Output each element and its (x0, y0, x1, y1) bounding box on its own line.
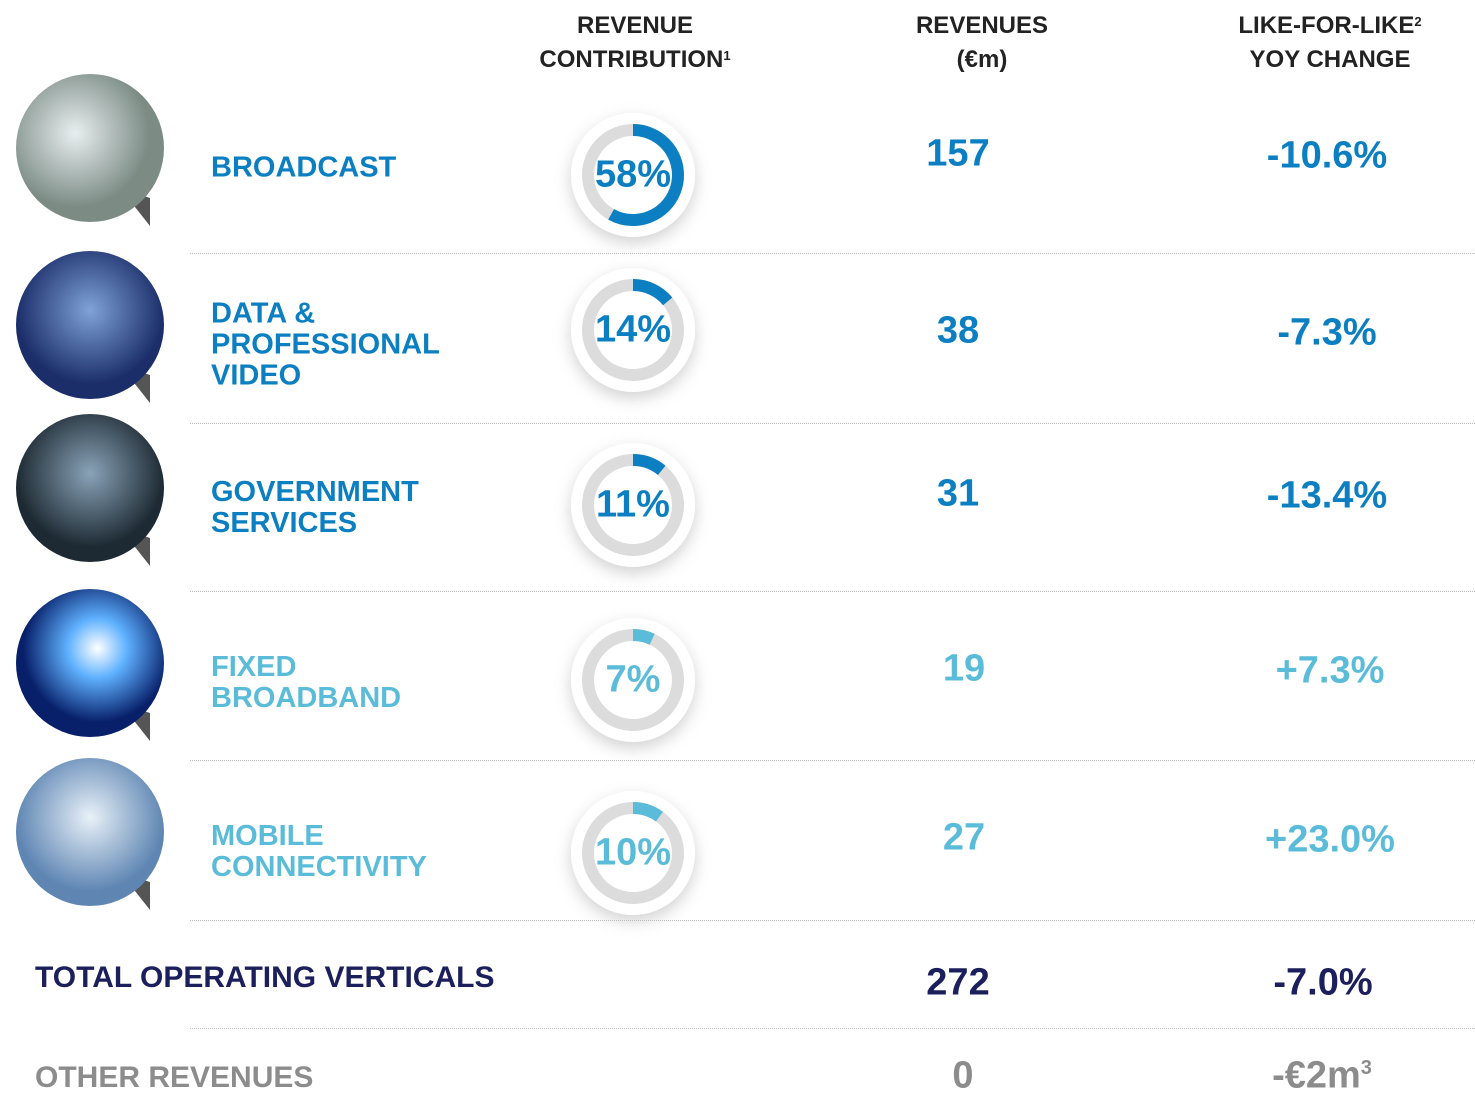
separator (190, 760, 1475, 761)
header-line: YOY CHANGE (1238, 43, 1421, 77)
photo (16, 414, 164, 562)
name-line: BROADCAST (211, 151, 397, 184)
separator (190, 253, 1475, 254)
yoy-change: +7.3% (1275, 649, 1385, 692)
photo (16, 251, 164, 399)
vertical-name: BROADCAST (211, 151, 397, 184)
contribution-label: 58% (594, 153, 672, 196)
photo (16, 74, 164, 222)
vertical-name: FIXED BROADBAND (211, 652, 401, 714)
revenue: 38 (936, 309, 980, 352)
total-change: -7.0% (1273, 961, 1373, 1004)
name-line: BROADBAND (211, 682, 402, 714)
separator (190, 591, 1475, 592)
donut-arc (582, 279, 684, 381)
separator (190, 423, 1475, 424)
separator (190, 1028, 1475, 1029)
separator (190, 920, 1475, 921)
revenue: 27 (942, 816, 986, 859)
contribution-label: 14% (594, 308, 672, 351)
vertical-name: GOVERNMENT SERVICES (211, 477, 419, 539)
yoy-change: +23.0% (1265, 818, 1395, 861)
vertical-name: MOBILE CONNECTIVITY (211, 821, 427, 883)
vertical-name: DATA & PROFESSIONAL VIDEO (211, 297, 440, 392)
yoy-change: -13.4% (1266, 474, 1388, 517)
header-line: LIKE-FOR-LIKE2 (1238, 9, 1421, 43)
photo (16, 758, 164, 906)
header-line: (€m) (916, 43, 1048, 77)
header-text: CONTRIBUTION (539, 46, 724, 73)
other-change: -€2m3 (1272, 1055, 1372, 1095)
header-line: REVENUE (539, 9, 730, 43)
name-line: CONNECTIVITY (211, 851, 427, 883)
name-line: PROFESSIONAL (211, 328, 440, 361)
other-name: OTHER REVENUES (35, 1061, 314, 1094)
donut-arc (582, 629, 684, 731)
footnote-mark: 2 (1414, 14, 1422, 29)
total-name: TOTAL OPERATING VERTICALS (35, 961, 495, 994)
name-line: MOBILE (211, 820, 324, 852)
revenue: 31 (936, 472, 980, 515)
header-text: YOY CHANGE (1249, 46, 1411, 73)
name-line: SERVICES (211, 507, 358, 539)
name-line: VIDEO (211, 359, 302, 392)
name-line: DATA & (211, 297, 316, 330)
yoy-change: -7.3% (1277, 311, 1377, 354)
yoy-change: -10.6% (1266, 134, 1388, 177)
header-line: CONTRIBUTION1 (539, 43, 730, 77)
footnote-mark: 3 (1360, 1056, 1372, 1079)
donut-arc (582, 454, 684, 556)
header-text: REVENUES (915, 12, 1049, 39)
footnote-mark: 1 (723, 48, 731, 63)
contribution-label: 11% (596, 483, 670, 526)
header-text: REVENUE (576, 12, 694, 39)
other-change-text: -€2m (1272, 1054, 1361, 1095)
name-line: FIXED (211, 651, 297, 683)
revenue: 19 (942, 647, 986, 690)
revenue: 157 (926, 132, 990, 175)
header-text: (€m) (956, 46, 1008, 73)
contribution-label: 10% (594, 831, 672, 874)
photo (16, 589, 164, 737)
column-header: LIKE-FOR-LIKE2 YOY CHANGE (1238, 9, 1421, 77)
donut-arc (582, 124, 684, 226)
header-line: REVENUES (916, 9, 1048, 43)
contribution-label: 7% (605, 658, 661, 701)
name-line: GOVERNMENT (211, 476, 419, 508)
total-revenue: 272 (926, 961, 990, 1004)
header-text: LIKE-FOR-LIKE (1238, 12, 1415, 39)
donut-arc (582, 802, 684, 904)
column-header: REVENUES (€m) (916, 9, 1048, 77)
column-header: REVENUE CONTRIBUTION1 (539, 9, 730, 77)
other-revenue: 0 (952, 1054, 974, 1095)
